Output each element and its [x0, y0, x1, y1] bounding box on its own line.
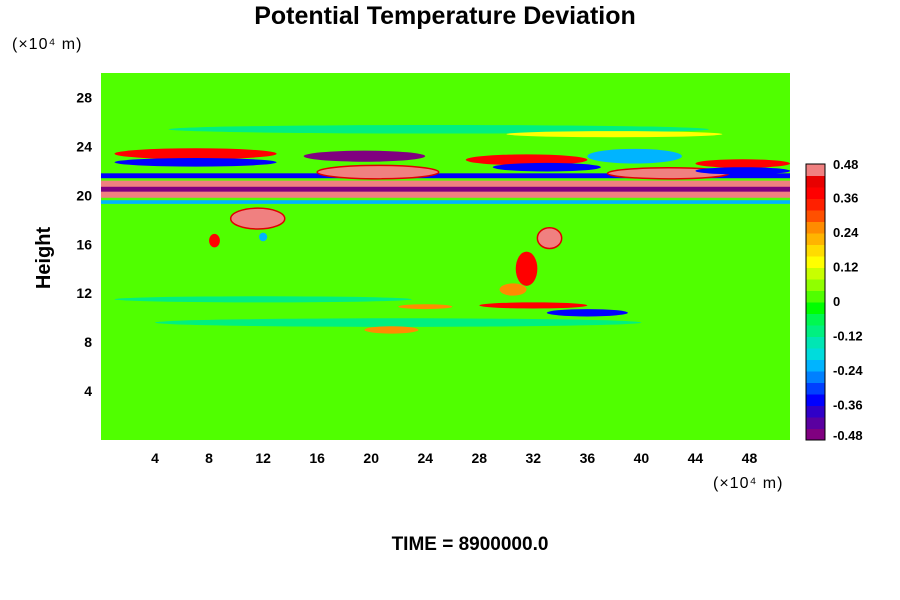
colorbar-swatch-9 [806, 325, 825, 337]
heatmap-region-16 [259, 232, 268, 242]
y-axis-ticks: 4 8 12 16 20 24 28 [76, 89, 92, 399]
y-tick-label-16: 16 [76, 236, 92, 252]
heatmap-region-27 [506, 131, 723, 138]
heatmap-region-9 [492, 162, 601, 172]
time-label: TIME = 8900000.0 [392, 534, 549, 555]
colorbar-label-5: -0.12 [833, 329, 863, 344]
colorbar-swatch-16 [806, 244, 825, 257]
heatmap-band-2 [101, 173, 790, 179]
heatmap-region-10 [587, 148, 682, 164]
chart-title: Potential Temperature Deviation [254, 2, 636, 30]
colorbar-swatch-18 [806, 221, 825, 234]
colorbar-label-2: 0.24 [833, 225, 859, 240]
heatmap-region-8 [465, 154, 588, 166]
colorbar-label-3: 0.12 [833, 260, 858, 275]
x-tick-label-48: 48 [742, 450, 758, 466]
y-tick-label-4: 4 [84, 383, 92, 399]
x-axis-ticks: 4 8 12 16 20 24 28 32 36 40 44 48 [151, 450, 757, 466]
y-tick-label-24: 24 [76, 138, 92, 154]
colorbar-swatch-12 [806, 290, 825, 303]
heatmap-region-18 [515, 251, 538, 286]
colorbar-swatch-15 [806, 256, 825, 268]
x-tick-label-32: 32 [526, 450, 542, 466]
heatmap-region-4 [114, 148, 277, 160]
colorbar-label-8: -0.48 [833, 428, 863, 443]
colorbar-label-6: -0.24 [833, 363, 863, 378]
x-tick-label-8: 8 [205, 450, 213, 466]
plot-area [101, 73, 790, 440]
colorbar-swatch-21 [806, 187, 825, 199]
x-tick-label-20: 20 [363, 450, 379, 466]
x-axis-unit: (×10⁴ m) [713, 475, 783, 492]
heatmap-region-14 [229, 207, 286, 230]
colorbar-swatch-1 [806, 417, 825, 429]
colorbar-swatch-4 [806, 382, 825, 395]
y-tick-label-12: 12 [76, 285, 92, 301]
x-tick-label-36: 36 [580, 450, 596, 466]
colorbar-label-4: 0 [833, 294, 840, 309]
colorbar-swatch-8 [806, 336, 825, 349]
heatmap-band-1 [101, 186, 790, 192]
colorbar-swatch-0 [806, 428, 825, 441]
colorbar-swatch-3 [806, 394, 825, 406]
y-tick-label-8: 8 [84, 334, 92, 350]
colorbar-swatch-10 [806, 313, 825, 326]
heatmap-region-24 [364, 326, 419, 334]
colorbar-label-1: 0.36 [833, 191, 858, 206]
heatmap-region-25 [114, 296, 412, 303]
colorbar-swatch-23 [806, 164, 825, 176]
colorbar-swatch-7 [806, 348, 825, 360]
colorbar-swatch-17 [806, 233, 825, 245]
heatmap-region-7 [316, 164, 440, 180]
heatmap-region-12 [695, 159, 790, 168]
heatmap-region-19 [499, 283, 527, 296]
y-axis-label: Height [33, 227, 55, 290]
x-tick-label-44: 44 [688, 450, 704, 466]
heatmap-region-23 [155, 318, 642, 327]
colorbar-swatch-20 [806, 198, 825, 211]
y-tick-label-20: 20 [76, 187, 92, 203]
x-tick-label-28: 28 [471, 450, 487, 466]
heatmap-region-13 [695, 167, 790, 175]
colorbar-swatch-2 [806, 405, 825, 418]
colorbar-swatch-5 [806, 371, 825, 383]
heatmap-region-5 [114, 158, 277, 167]
heatmap-region-22 [398, 304, 453, 310]
heatmap-band-3 [101, 200, 790, 204]
colorbar [805, 163, 826, 441]
x-tick-label-16: 16 [309, 450, 325, 466]
heatmap-region-20 [479, 302, 588, 309]
heatmap-region-21 [546, 309, 628, 317]
heatmap-region-17 [536, 227, 563, 250]
colorbar-swatch-19 [806, 210, 825, 222]
colorbar-swatch-13 [806, 279, 825, 291]
x-tick-label-4: 4 [151, 450, 159, 466]
heatmap-region-6 [303, 150, 426, 162]
colorbar-swatch-6 [806, 359, 825, 372]
colorbar-frame [805, 163, 826, 441]
colorbar-label-0: 0.48 [833, 157, 858, 172]
heatmap-region-15 [209, 233, 220, 248]
x-tick-label-24: 24 [417, 450, 433, 466]
colorbar-swatch-11 [806, 302, 825, 314]
colorbar-labels: 0.48 0.36 0.24 0.12 0 -0.12 -0.24 -0.36 -0.48 [833, 157, 863, 443]
colorbar-swatch-14 [806, 267, 825, 280]
colorbar-label-7: -0.36 [833, 398, 863, 413]
x-tick-label-40: 40 [634, 450, 650, 466]
y-axis-unit: (×10⁴ m) [12, 36, 82, 53]
colorbar-swatch-22 [806, 175, 825, 188]
y-tick-label-28: 28 [76, 89, 92, 105]
x-tick-label-12: 12 [255, 450, 271, 466]
